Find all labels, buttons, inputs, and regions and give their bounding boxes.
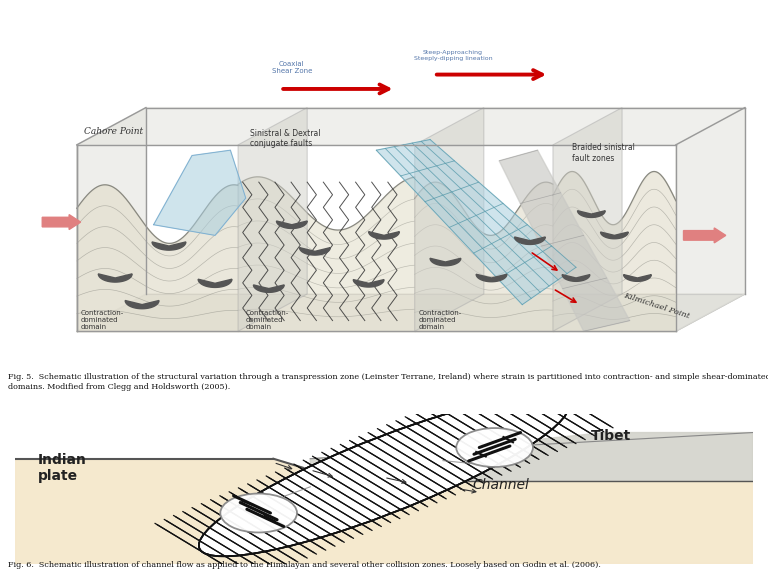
Text: Channel: Channel <box>472 478 529 492</box>
Polygon shape <box>476 274 507 282</box>
Text: Steep-Approaching
Steeply-dipping lineation: Steep-Approaching Steeply-dipping lineat… <box>414 50 492 60</box>
Ellipse shape <box>199 395 569 556</box>
Text: Contraction-
dominated
domain: Contraction- dominated domain <box>81 309 124 329</box>
Ellipse shape <box>197 394 571 557</box>
Polygon shape <box>77 107 745 145</box>
Polygon shape <box>300 248 330 255</box>
Text: Sinistral & Dextral
conjugate faults: Sinistral & Dextral conjugate faults <box>250 129 320 149</box>
FancyArrow shape <box>42 215 81 230</box>
Polygon shape <box>430 258 461 266</box>
Polygon shape <box>152 242 186 250</box>
Polygon shape <box>676 107 745 331</box>
Polygon shape <box>310 433 753 481</box>
Text: Coaxial
Shear Zone: Coaxial Shear Zone <box>272 61 312 74</box>
Text: Tibet: Tibet <box>591 429 631 443</box>
Polygon shape <box>238 107 307 331</box>
Polygon shape <box>276 221 307 228</box>
Polygon shape <box>15 459 753 564</box>
Polygon shape <box>578 211 605 217</box>
Polygon shape <box>499 150 630 331</box>
Text: Indian
plate: Indian plate <box>38 453 86 483</box>
Polygon shape <box>515 237 545 244</box>
Text: Fig. 5.  Schematic illustration of the structural variation through a transpress: Fig. 5. Schematic illustration of the st… <box>8 373 768 391</box>
Text: Fig. 6.  Schematic illustration of channel flow as applied to the Himalayan and : Fig. 6. Schematic illustration of channe… <box>8 561 601 569</box>
Polygon shape <box>154 150 246 235</box>
Text: Braided sinistral
fault zones: Braided sinistral fault zones <box>572 143 635 163</box>
Polygon shape <box>415 107 484 331</box>
Text: Contraction-
dominated
domain: Contraction- dominated domain <box>419 309 462 329</box>
Circle shape <box>456 428 533 467</box>
Polygon shape <box>77 107 146 331</box>
Polygon shape <box>77 294 745 331</box>
FancyArrow shape <box>684 228 726 243</box>
Polygon shape <box>624 275 651 281</box>
Polygon shape <box>125 301 159 309</box>
Circle shape <box>220 494 297 532</box>
Polygon shape <box>601 232 628 239</box>
Polygon shape <box>553 107 622 331</box>
Polygon shape <box>198 279 232 288</box>
Polygon shape <box>369 232 399 239</box>
Polygon shape <box>562 275 590 281</box>
Text: Kilmichael Point: Kilmichael Point <box>622 291 690 320</box>
Polygon shape <box>253 285 284 292</box>
Polygon shape <box>376 140 576 305</box>
Polygon shape <box>98 274 132 282</box>
Text: Contraction-
dominated
domain: Contraction- dominated domain <box>246 309 289 329</box>
Text: Cahore Point: Cahore Point <box>84 127 144 136</box>
Polygon shape <box>353 279 384 287</box>
